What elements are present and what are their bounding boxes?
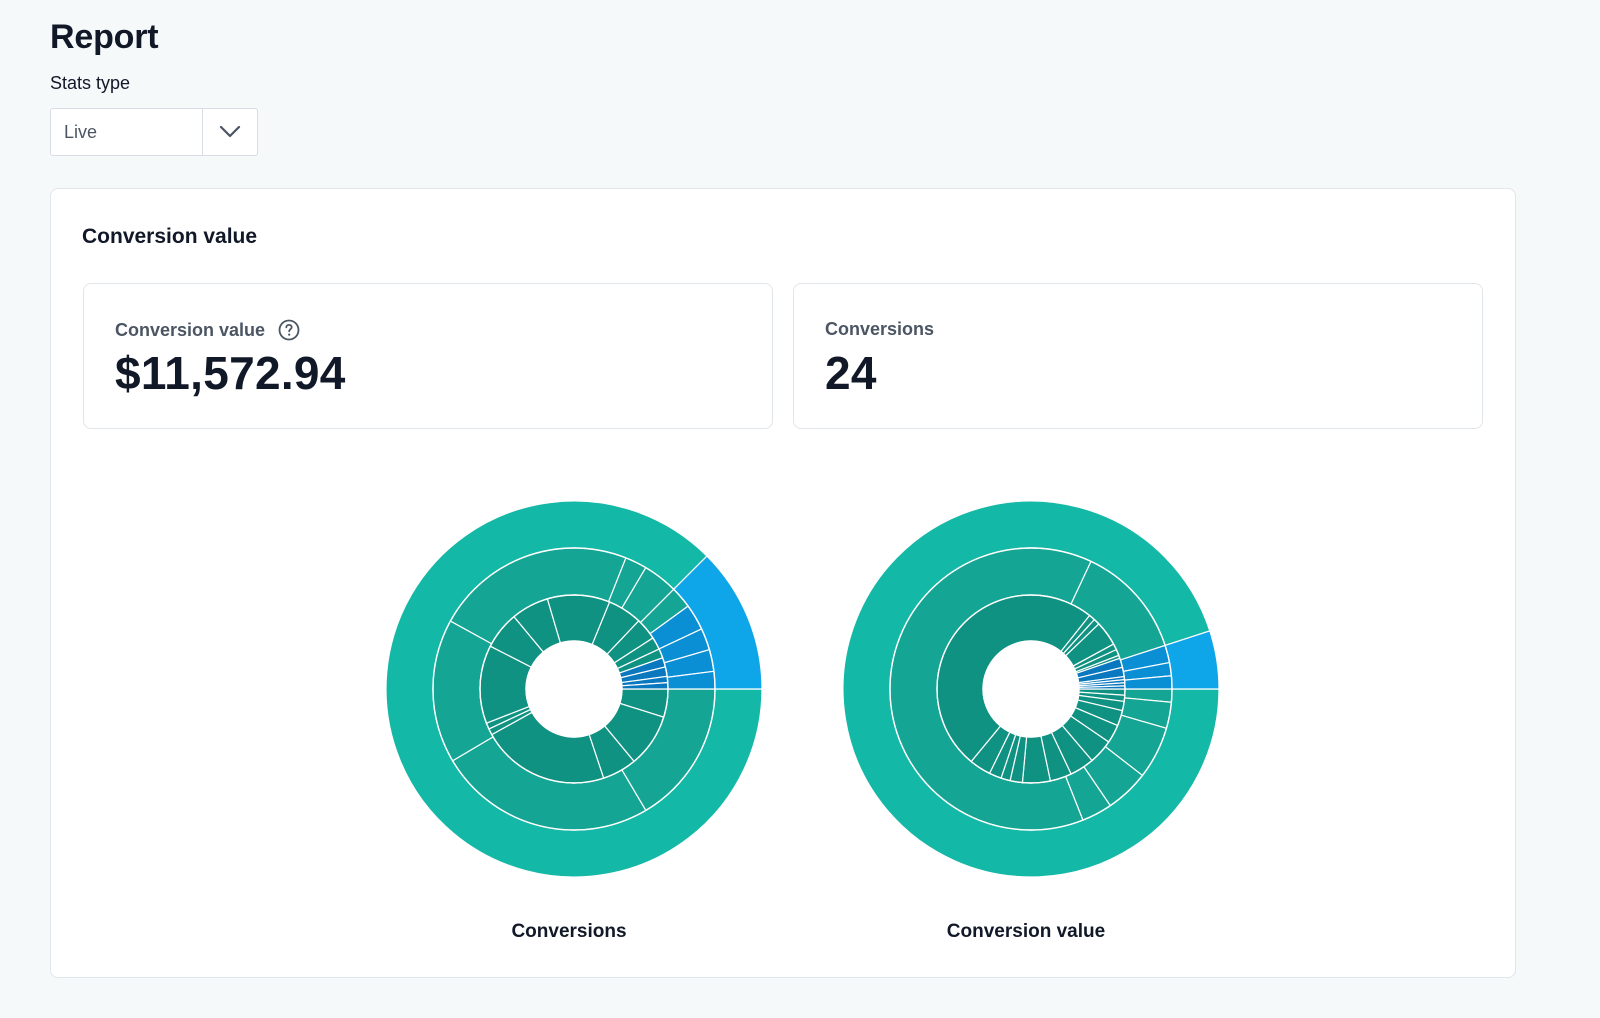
- metric-value: 24: [825, 347, 877, 399]
- center-hole: [984, 642, 1078, 736]
- question-circle-icon[interactable]: [278, 319, 300, 341]
- sunburst-svg: [385, 500, 763, 878]
- metric-label-text: Conversion value: [115, 319, 266, 340]
- conversion-value-panel: Conversion value Conversion value $11,57…: [50, 188, 1516, 978]
- metric-label: Conversion value: [115, 319, 300, 341]
- chart-caption: Conversion value: [946, 921, 1106, 942]
- ring-separator: [982, 640, 1080, 738]
- chart-caption: Conversions: [511, 921, 627, 942]
- ring-separator: [479, 594, 669, 784]
- chevron-down-icon: [219, 125, 241, 138]
- metric-label: Conversions: [825, 319, 934, 340]
- ring-separator: [889, 547, 1173, 831]
- metric-label-text: Conversions: [825, 319, 935, 339]
- ring-separator: [432, 547, 716, 831]
- dropdown-toggle[interactable]: [203, 109, 257, 155]
- conversion-value-sunburst-chart: Conversion value: [831, 489, 1231, 969]
- ring-separator: [936, 594, 1126, 784]
- metric-value: $11,572.94: [115, 347, 346, 399]
- ring-separator: [525, 640, 623, 738]
- conversions-sunburst-chart: Conversions: [374, 489, 774, 969]
- conversion-value-card: Conversion value $11,572.94: [83, 283, 773, 429]
- sunburst-svg: [842, 500, 1220, 878]
- stats-type-value: Live: [51, 109, 203, 155]
- stats-type-label: Stats type: [50, 73, 131, 93]
- conversions-card: Conversions 24: [793, 283, 1483, 429]
- page-title: Report: [50, 18, 159, 56]
- center-hole: [527, 642, 621, 736]
- panel-title: Conversion value: [82, 225, 258, 248]
- stats-type-select[interactable]: Live: [50, 108, 258, 156]
